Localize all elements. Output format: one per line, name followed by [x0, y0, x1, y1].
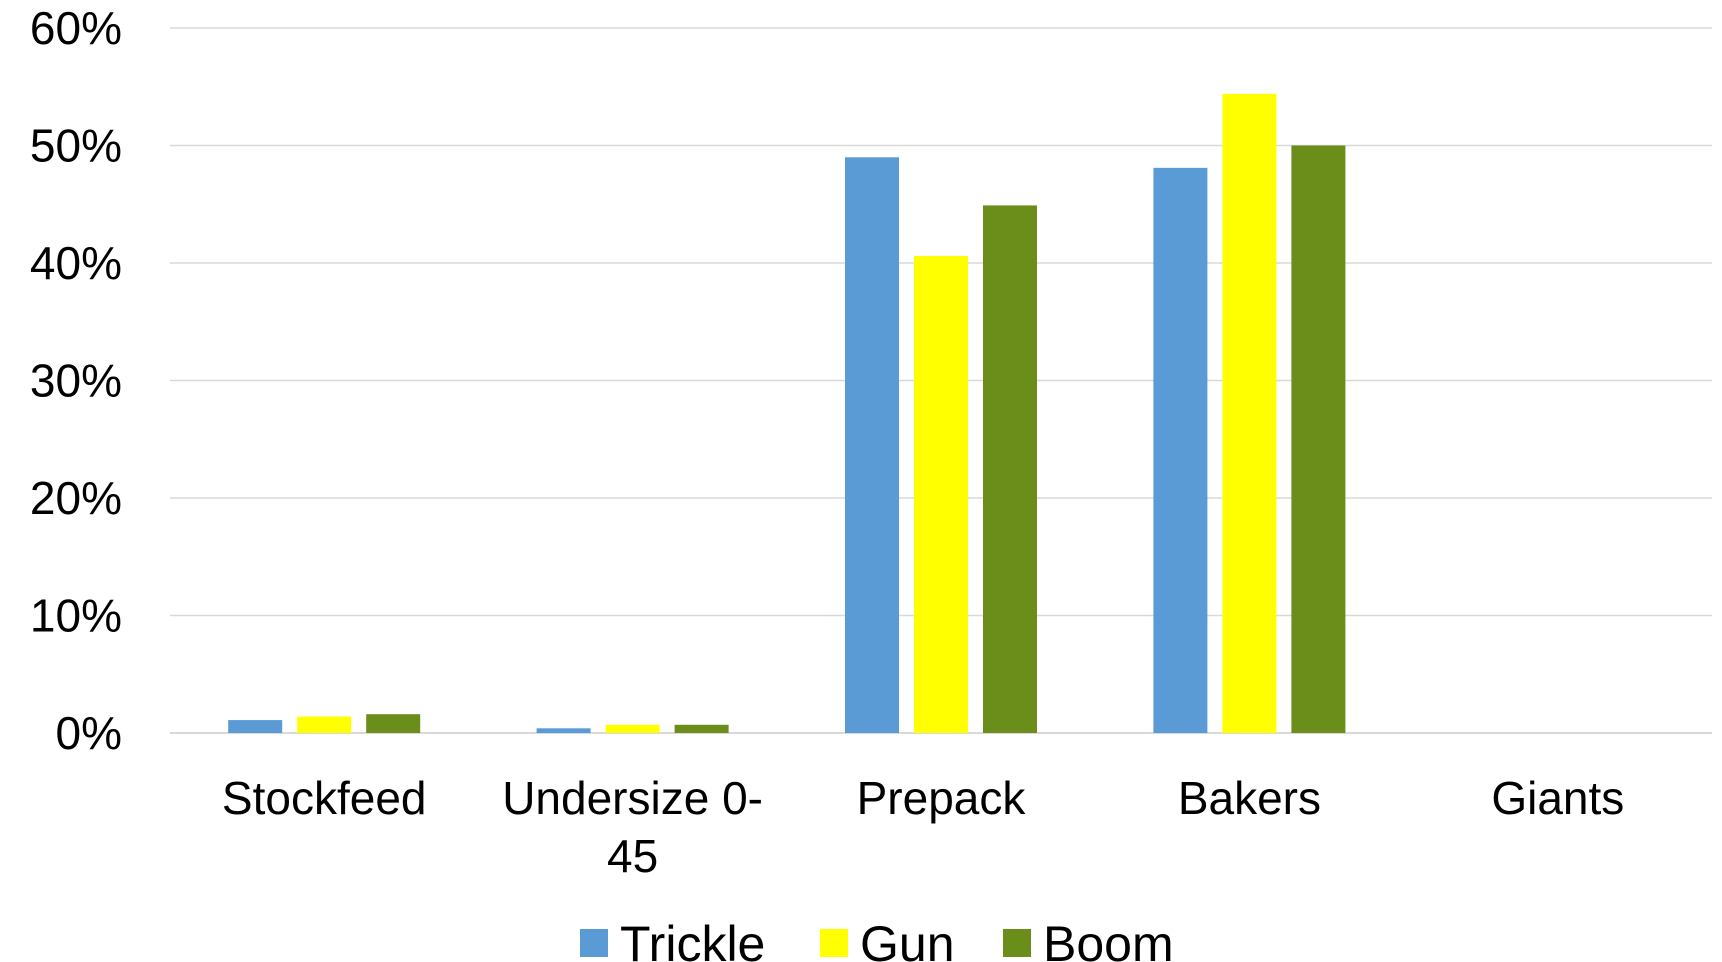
y-tick-label: 0% [56, 707, 122, 759]
y-axis-tick-labels: 0% 10% 20% 30% 40% 50% 60% [30, 2, 122, 759]
bar-trickle [1153, 167, 1208, 733]
bar-gun [1222, 93, 1277, 734]
y-tick-label: 60% [30, 2, 122, 54]
bar-trickle [228, 720, 283, 733]
legend-swatch-boom [1003, 929, 1031, 957]
x-category-label: Stockfeed [222, 772, 427, 824]
x-category-label: Giants [1491, 772, 1624, 824]
y-tick-label: 50% [30, 120, 122, 172]
bar-trickle [845, 157, 899, 733]
bar-gun [605, 724, 660, 733]
bar-trickle [536, 728, 591, 733]
bar-gun [914, 255, 968, 733]
legend-label-trickle: Trickle [620, 916, 765, 962]
bar-boom [1291, 145, 1346, 733]
legend-label-gun: Gun [860, 916, 955, 962]
x-category-label: Undersize 0-45 [502, 772, 763, 882]
y-tick-label: 10% [30, 590, 122, 642]
bar-gun [297, 716, 352, 733]
y-tick-label: 20% [30, 472, 122, 524]
legend-label-boom: Boom [1043, 916, 1174, 962]
bar-boom [983, 205, 1037, 734]
legend-swatch-gun [820, 929, 848, 957]
x-axis-category-labels: Stockfeed Undersize 0-45 Prepack Bakers Gian… [222, 772, 1624, 882]
legend-swatch-trickle [580, 929, 608, 957]
x-category-label: Prepack [857, 772, 1027, 824]
y-tick-label: 40% [30, 237, 122, 289]
y-tick-label: 30% [30, 355, 122, 407]
bar-boom [366, 714, 421, 733]
x-category-label: Bakers [1178, 772, 1321, 824]
legend: Trickle Gun Boom [580, 916, 1174, 962]
bar-boom [674, 724, 729, 733]
bars [228, 93, 1346, 734]
